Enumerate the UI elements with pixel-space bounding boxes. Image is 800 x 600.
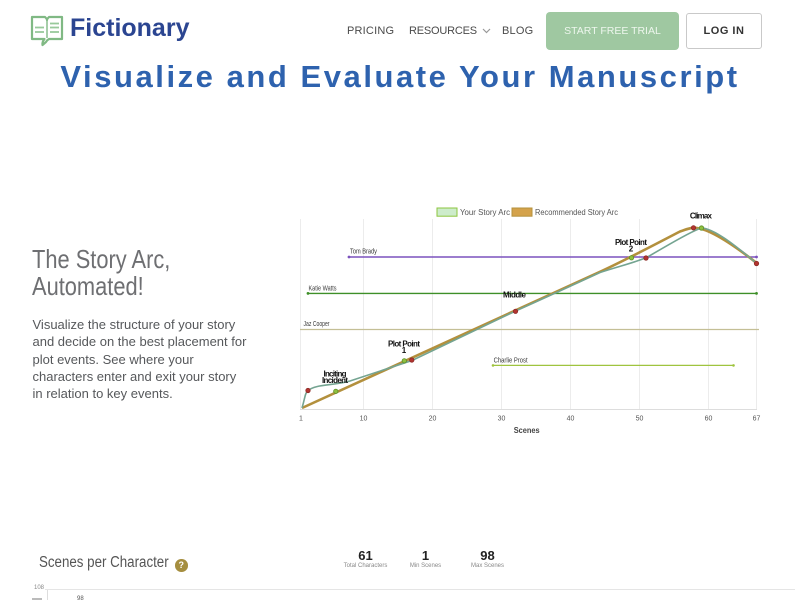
svg-text:2: 2 bbox=[629, 245, 634, 254]
svg-text:1: 1 bbox=[402, 346, 407, 355]
svg-text:Plot Point: Plot Point bbox=[388, 339, 420, 348]
svg-text:10: 10 bbox=[360, 416, 368, 423]
svg-text:Jaz Cooper: Jaz Cooper bbox=[304, 319, 330, 328]
svg-text:Inciting: Inciting bbox=[324, 369, 347, 378]
svg-text:1: 1 bbox=[299, 416, 303, 423]
svg-text:Recommended Story Arc: Recommended Story Arc bbox=[535, 208, 618, 217]
svg-text:50: 50 bbox=[636, 416, 644, 423]
svg-text:60: 60 bbox=[705, 416, 713, 423]
svg-text:Scenes: Scenes bbox=[514, 426, 541, 435]
svg-text:67: 67 bbox=[753, 416, 761, 423]
svg-text:20: 20 bbox=[429, 416, 437, 423]
svg-text:30: 30 bbox=[498, 416, 506, 423]
svg-text:Climax: Climax bbox=[690, 212, 713, 221]
svg-text:Your Story Arc: Your Story Arc bbox=[460, 208, 510, 217]
svg-text:Tom Brady: Tom Brady bbox=[350, 247, 377, 256]
svg-text:Katie Watts: Katie Watts bbox=[309, 283, 337, 292]
svg-text:Plot Point: Plot Point bbox=[615, 238, 647, 247]
svg-text:Incident: Incident bbox=[322, 376, 348, 385]
svg-text:Charlie Prost: Charlie Prost bbox=[494, 356, 529, 365]
svg-text:40: 40 bbox=[567, 416, 575, 423]
svg-text:Middle: Middle bbox=[503, 290, 527, 299]
